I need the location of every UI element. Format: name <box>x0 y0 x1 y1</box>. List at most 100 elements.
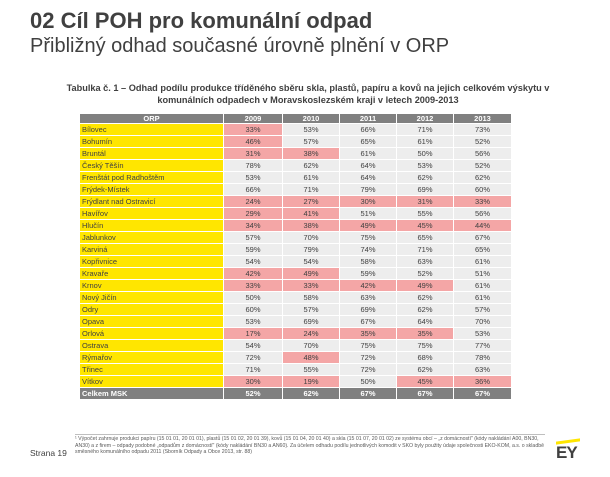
table-row: Bílovec 33% 53% 66% 71% 73% <box>79 123 512 136</box>
cell-value: 75% <box>339 339 397 352</box>
cell-value: 71% <box>223 363 283 376</box>
cell-value: 30% <box>223 375 283 388</box>
row-name: Ostrava <box>79 339 224 352</box>
cell-value: 29% <box>223 207 283 220</box>
cell-value: 35% <box>339 327 397 340</box>
cell-value: 42% <box>339 279 397 292</box>
footnote: ¹ Výpočet zahrnuje produkci papíru (15 0… <box>75 436 544 456</box>
row-name: Opava <box>79 315 224 328</box>
table-row: Kravaře 42% 49% 59% 52% 51% <box>79 267 512 280</box>
cell-value: 64% <box>339 171 397 184</box>
row-name: Jablunkov <box>79 231 224 244</box>
cell-value: 52% <box>453 135 512 148</box>
table-row: Karviná 59% 79% 74% 71% 65% <box>79 243 512 256</box>
cell-value: 35% <box>396 327 454 340</box>
cell-value: 31% <box>223 147 283 160</box>
cell-value: 61% <box>396 135 454 148</box>
row-name: Bohumín <box>79 135 224 148</box>
cell-value: 62% <box>282 159 340 172</box>
cell-value: 44% <box>453 219 512 232</box>
cell-value: 52% <box>396 267 454 280</box>
cell-value: 57% <box>223 231 283 244</box>
row-name: Bruntál <box>79 147 224 160</box>
cell-value: 24% <box>282 327 340 340</box>
cell-value: 17% <box>223 327 283 340</box>
page-number: Strana 19 <box>30 448 67 458</box>
table-row: Třinec 71% 55% 72% 62% 63% <box>79 363 512 376</box>
cell-value: 42% <box>223 267 283 280</box>
cell-value: 61% <box>282 171 340 184</box>
cell-value: 63% <box>396 255 454 268</box>
row-name: Frýdek-Místek <box>79 183 224 196</box>
cell-value: 66% <box>339 123 397 136</box>
total-row: Celkem MSK 52% 62% 67% 67% 67% <box>79 387 512 400</box>
total-value: 67% <box>339 387 397 400</box>
cell-value: 30% <box>339 195 397 208</box>
cell-value: 69% <box>282 315 340 328</box>
table-row: Frýdlant nad Ostravicí 24% 27% 30% 31% 33% <box>79 195 512 208</box>
cell-value: 24% <box>223 195 283 208</box>
table-row: Havířov 29% 41% 51% 55% 56% <box>79 207 512 220</box>
cell-value: 71% <box>396 243 454 256</box>
row-name: Frýdlant nad Ostravicí <box>79 195 224 208</box>
row-name: Český Těšín <box>79 159 224 172</box>
cell-value: 57% <box>282 135 340 148</box>
cell-value: 56% <box>453 147 512 160</box>
row-name: Třinec <box>79 363 224 376</box>
cell-value: 70% <box>282 339 340 352</box>
slide-title: 02 Cíl POH pro komunální odpad <box>30 8 373 33</box>
cell-value: 64% <box>339 159 397 172</box>
row-name: Kopřivnice <box>79 255 224 268</box>
cell-value: 78% <box>453 351 512 364</box>
table-row: Frenštát pod Radhoštěm 53% 61% 64% 62% 62% <box>79 171 512 184</box>
cell-value: 59% <box>339 267 397 280</box>
logo-text: EY <box>556 443 578 462</box>
cell-value: 72% <box>223 351 283 364</box>
table-row: Vítkov 30% 19% 50% 45% 36% <box>79 375 512 388</box>
cell-value: 38% <box>282 147 340 160</box>
row-name: Orlová <box>79 327 224 340</box>
cell-value: 53% <box>282 123 340 136</box>
cell-value: 67% <box>453 231 512 244</box>
cell-value: 50% <box>396 147 454 160</box>
cell-value: 53% <box>223 315 283 328</box>
cell-value: 51% <box>453 267 512 280</box>
total-value: 67% <box>453 387 512 400</box>
cell-value: 33% <box>453 195 512 208</box>
row-name: Bílovec <box>79 123 224 136</box>
cell-value: 75% <box>339 231 397 244</box>
cell-value: 59% <box>223 243 283 256</box>
row-name: Vítkov <box>79 375 224 388</box>
cell-value: 64% <box>396 315 454 328</box>
cell-value: 72% <box>339 363 397 376</box>
table-row: Orlová 17% 24% 35% 35% 53% <box>79 327 512 340</box>
cell-value: 36% <box>453 375 512 388</box>
cell-value: 57% <box>282 303 340 316</box>
footer-divider <box>75 434 545 435</box>
cell-value: 62% <box>396 171 454 184</box>
header-2011: 2011 <box>339 113 397 124</box>
header-2010: 2010 <box>282 113 340 124</box>
row-name: Frenštát pod Radhoštěm <box>79 171 224 184</box>
cell-value: 68% <box>396 351 454 364</box>
cell-value: 34% <box>223 219 283 232</box>
table-header-row: ORP 2009 2010 2011 2012 2013 <box>79 113 512 124</box>
cell-value: 55% <box>282 363 340 376</box>
cell-value: 52% <box>453 159 512 172</box>
cell-value: 62% <box>396 303 454 316</box>
cell-value: 65% <box>339 135 397 148</box>
row-name: Krnov <box>79 279 224 292</box>
cell-value: 54% <box>223 255 283 268</box>
cell-value: 19% <box>282 375 340 388</box>
cell-value: 56% <box>453 207 512 220</box>
table-row: Český Těšín 78% 62% 64% 53% 52% <box>79 159 512 172</box>
header-2009: 2009 <box>223 113 283 124</box>
table-row: Rýmařov 72% 48% 72% 68% 78% <box>79 351 512 364</box>
cell-value: 62% <box>396 291 454 304</box>
table-row: Bohumín 46% 57% 65% 61% 52% <box>79 135 512 148</box>
row-name: Hlučín <box>79 219 224 232</box>
cell-value: 33% <box>223 279 283 292</box>
cell-value: 65% <box>453 243 512 256</box>
cell-value: 46% <box>223 135 283 148</box>
header-orp: ORP <box>79 113 224 124</box>
